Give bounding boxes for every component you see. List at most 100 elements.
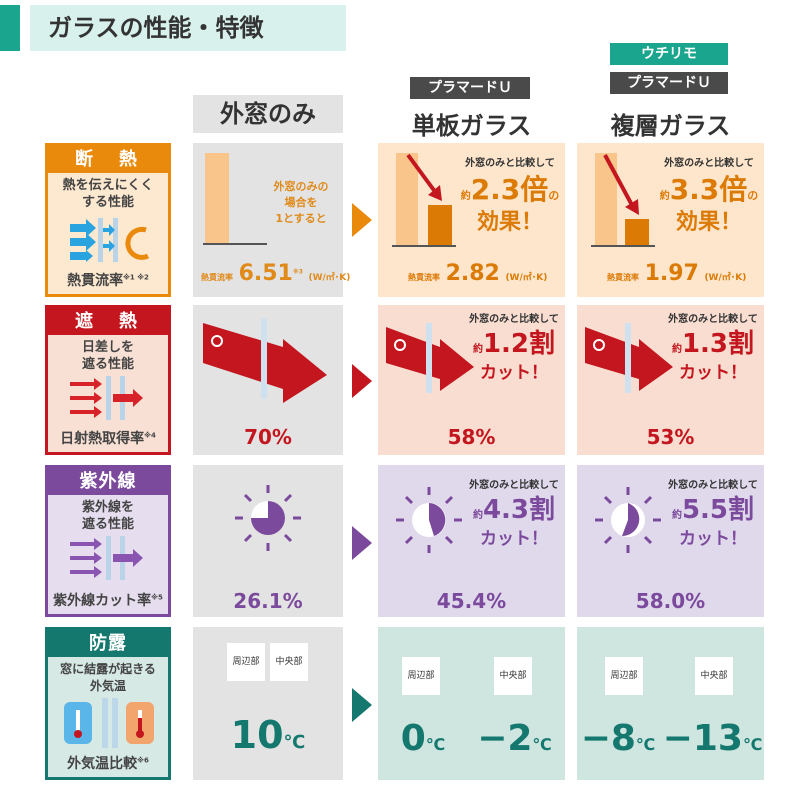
effect-text: 効果！ (476, 210, 543, 235)
center-label: 中央部 (270, 643, 308, 681)
shield-col2: 外窓のみと比較して 約1.2割 カット！ 58% (378, 305, 565, 455)
row-desc: 窓に結露が起きる 外気温 (60, 662, 156, 693)
col3-badge-top: ウチリモ (610, 43, 728, 65)
unit: (W/㎡･K) (704, 273, 747, 283)
edge-value: 0 (400, 718, 426, 759)
row-heading: 防露 (48, 630, 168, 657)
row-desc: 紫外線を 遮る性能 (81, 500, 134, 532)
row-footer: 外気温比較 (67, 756, 138, 772)
row-footer: 日射熱取得率 (60, 431, 145, 447)
note-mark: ※5 (151, 593, 163, 602)
suffix: の (548, 189, 560, 202)
value: 2.82 (445, 261, 500, 286)
sun-ray-arrow-icon (203, 319, 327, 403)
value: 53% (646, 425, 695, 449)
col2-badge: プラマードＵ (410, 77, 530, 99)
page-title: ガラスの性能・特徴 (30, 5, 346, 51)
row-label-uv: 紫外線 紫外線を 遮る性能 紫外線カット率※5 (45, 465, 171, 617)
approx: 約 (671, 344, 682, 355)
ratio: 4.3割 (482, 495, 556, 525)
row-desc: 日差しを 遮る性能 (81, 340, 134, 372)
bar-result (625, 219, 649, 245)
col3-badge: プラマードＵ (610, 72, 728, 94)
compare-text: 外窓のみと比較して (664, 158, 754, 169)
down-arrow-icon (406, 153, 442, 201)
cut-text: カット！ (679, 362, 747, 383)
center-label: 中央部 (494, 657, 532, 695)
sun-ray-arrow-icon (386, 323, 474, 393)
sun-pie-icon (595, 487, 661, 553)
value: 6.51 (238, 261, 293, 286)
compare-text: 外窓のみと比較して (668, 480, 758, 491)
uv-block-icon (70, 536, 143, 580)
metric-label: 熱貫流率 (607, 273, 639, 282)
insulation-col3: 外窓のみと比較して 約3.3倍の 効果！ 熱貫流率 1.97 (W/㎡･K) (577, 143, 764, 297)
approx: 約 (659, 191, 670, 202)
heat-transfer-icon (70, 218, 150, 262)
down-arrow-icon (603, 154, 639, 215)
bar-axis (203, 243, 267, 245)
col2-header: 単板ガラス (411, 112, 532, 140)
ratio: 5.5割 (681, 495, 755, 525)
center-value: −2 (477, 718, 533, 759)
bar-baseline (205, 153, 229, 243)
metric-label: 熱貫流率 (201, 273, 233, 282)
approx: 約 (460, 191, 471, 202)
center-value: −13 (662, 718, 743, 759)
bar-result (428, 205, 452, 245)
shield-col1: 70% (193, 305, 343, 455)
row-footer: 熱貫流率 (67, 273, 124, 289)
arrow-right-icon (352, 364, 372, 398)
ratio: 3.3倍 (669, 173, 748, 206)
ratio: 1.3割 (681, 329, 755, 359)
sun-ray-arrow-icon (585, 323, 673, 393)
row-desc: 熱を伝えにくく する性能 (62, 178, 154, 210)
compare-text: 外窓のみと比較して (469, 480, 559, 491)
arrow-right-icon (352, 203, 372, 237)
insulation-col2: 外窓のみと比較して 約2.3倍の 効果！ 熱貫流率 2.82 (W/㎡･K) (378, 143, 565, 297)
title-accent (0, 5, 20, 51)
unit: ℃ (742, 735, 763, 754)
col3-header: 複層ガラス (610, 112, 731, 140)
sun-pie-icon (235, 485, 301, 551)
unit: (W/㎡･K) (308, 273, 351, 283)
value: 1.97 (644, 261, 699, 286)
compare-text: 外窓のみと比較して (668, 314, 758, 325)
row-footer: 紫外線カット率 (53, 593, 152, 609)
ratio: 1.2割 (482, 329, 556, 359)
unit: ℃ (532, 735, 552, 754)
approx: 約 (472, 344, 483, 355)
dew-col2: 周辺部 中央部 0℃ −2℃ (378, 627, 565, 780)
value: 26.1% (233, 589, 303, 613)
value: 70% (244, 425, 292, 449)
note-mark: ※3 (292, 268, 303, 276)
insulation-col1: 外窓のみの 場合を 1とすると 熱貫流率 6.51※3 (W/㎡･K) (193, 143, 350, 297)
edge-label: 周辺部 (227, 643, 265, 681)
col1-header: 外窓のみ (193, 95, 343, 133)
row-label-dew: 防露 窓に結露が起きる 外気温 外気温比較※6 (45, 627, 171, 780)
row-heading: 紫外線 (48, 468, 168, 495)
approx: 約 (472, 510, 483, 521)
baseline-note: 外窓のみの 場合を 1とすると (273, 180, 329, 225)
note-mark: ※1 ※2 (123, 273, 149, 282)
center-label: 中央部 (695, 657, 733, 695)
dew-col1: 周辺部 中央部 10℃ (193, 627, 343, 780)
row-label-insulation: 断 熱 熱を伝えにくく する性能 熱貫流率※1 ※2 (45, 143, 171, 297)
value: 58.0% (635, 589, 706, 613)
unit: ℃ (635, 735, 656, 754)
edge-label: 周辺部 (605, 657, 643, 695)
uv-col1: 26.1% (193, 465, 343, 617)
shield-col3: 外窓のみと比較して 約1.3割 カット！ 53% (577, 305, 764, 455)
note-mark: ※6 (137, 756, 149, 765)
ratio: 2.3倍 (470, 173, 549, 206)
value: 45.4% (436, 589, 507, 613)
sun-pie-icon (396, 487, 462, 553)
cut-text: カット！ (480, 528, 548, 549)
compare-text: 外窓のみと比較して (469, 314, 559, 325)
unit: ℃ (283, 732, 306, 753)
edge-label: 周辺部 (402, 657, 440, 695)
cut-text: カット！ (679, 528, 747, 549)
thermometer-icon (64, 698, 154, 748)
metric-label: 熱貫流率 (408, 273, 440, 282)
arrow-right-icon (352, 688, 372, 722)
